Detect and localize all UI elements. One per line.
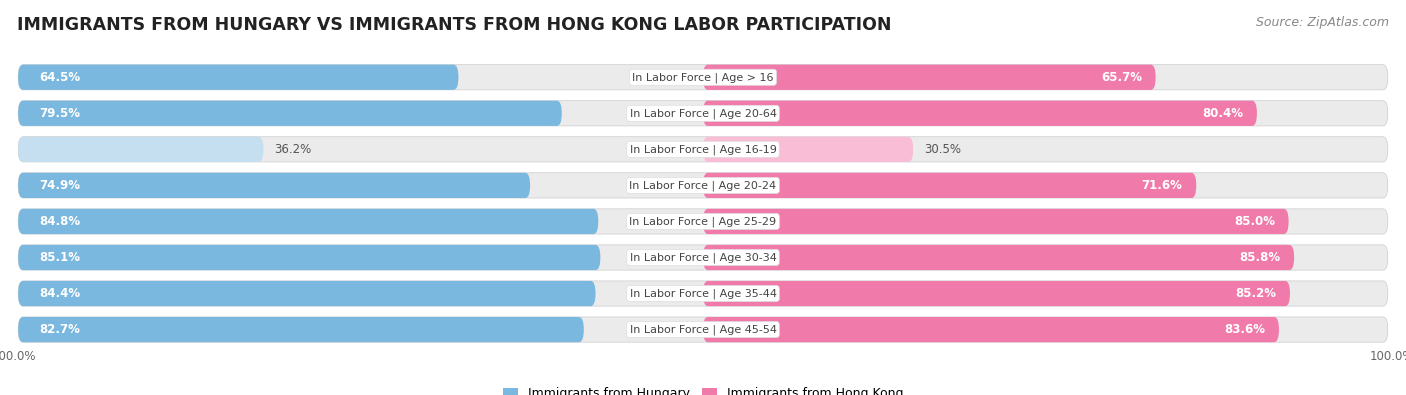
- FancyBboxPatch shape: [18, 173, 1388, 198]
- FancyBboxPatch shape: [703, 137, 912, 162]
- FancyBboxPatch shape: [703, 65, 1156, 90]
- FancyBboxPatch shape: [703, 209, 1289, 234]
- FancyBboxPatch shape: [703, 101, 1257, 126]
- Text: 82.7%: 82.7%: [39, 323, 80, 336]
- FancyBboxPatch shape: [18, 209, 599, 234]
- FancyBboxPatch shape: [18, 173, 530, 198]
- FancyBboxPatch shape: [18, 101, 562, 126]
- Text: IMMIGRANTS FROM HUNGARY VS IMMIGRANTS FROM HONG KONG LABOR PARTICIPATION: IMMIGRANTS FROM HUNGARY VS IMMIGRANTS FR…: [17, 16, 891, 34]
- FancyBboxPatch shape: [18, 137, 263, 162]
- FancyBboxPatch shape: [18, 317, 583, 342]
- Text: 83.6%: 83.6%: [1225, 323, 1265, 336]
- FancyBboxPatch shape: [18, 245, 600, 270]
- Text: Source: ZipAtlas.com: Source: ZipAtlas.com: [1256, 16, 1389, 29]
- Text: 79.5%: 79.5%: [39, 107, 80, 120]
- FancyBboxPatch shape: [18, 245, 1388, 270]
- Text: In Labor Force | Age 45-54: In Labor Force | Age 45-54: [630, 324, 776, 335]
- Text: 30.5%: 30.5%: [924, 143, 962, 156]
- Text: 85.8%: 85.8%: [1239, 251, 1281, 264]
- FancyBboxPatch shape: [703, 281, 1289, 306]
- Text: In Labor Force | Age 25-29: In Labor Force | Age 25-29: [630, 216, 776, 227]
- FancyBboxPatch shape: [703, 317, 1279, 342]
- Text: 85.2%: 85.2%: [1236, 287, 1277, 300]
- FancyBboxPatch shape: [18, 317, 1388, 342]
- FancyBboxPatch shape: [18, 65, 1388, 90]
- FancyBboxPatch shape: [18, 101, 1388, 126]
- Text: In Labor Force | Age 30-34: In Labor Force | Age 30-34: [630, 252, 776, 263]
- Text: 64.5%: 64.5%: [39, 71, 80, 84]
- FancyBboxPatch shape: [18, 65, 458, 90]
- Text: 71.6%: 71.6%: [1142, 179, 1182, 192]
- Text: 85.0%: 85.0%: [1234, 215, 1275, 228]
- FancyBboxPatch shape: [703, 173, 1197, 198]
- FancyBboxPatch shape: [18, 209, 1388, 234]
- FancyBboxPatch shape: [703, 245, 1294, 270]
- Text: In Labor Force | Age 35-44: In Labor Force | Age 35-44: [630, 288, 776, 299]
- Text: 85.1%: 85.1%: [39, 251, 80, 264]
- Text: 84.8%: 84.8%: [39, 215, 80, 228]
- Text: In Labor Force | Age 20-64: In Labor Force | Age 20-64: [630, 108, 776, 118]
- FancyBboxPatch shape: [18, 281, 596, 306]
- Text: In Labor Force | Age 16-19: In Labor Force | Age 16-19: [630, 144, 776, 154]
- Legend: Immigrants from Hungary, Immigrants from Hong Kong: Immigrants from Hungary, Immigrants from…: [498, 382, 908, 395]
- Text: 36.2%: 36.2%: [274, 143, 312, 156]
- Text: 65.7%: 65.7%: [1101, 71, 1142, 84]
- FancyBboxPatch shape: [18, 137, 1388, 162]
- FancyBboxPatch shape: [18, 281, 1388, 306]
- Text: In Labor Force | Age > 16: In Labor Force | Age > 16: [633, 72, 773, 83]
- Text: In Labor Force | Age 20-24: In Labor Force | Age 20-24: [630, 180, 776, 191]
- Text: 80.4%: 80.4%: [1202, 107, 1243, 120]
- Text: 74.9%: 74.9%: [39, 179, 80, 192]
- Text: 84.4%: 84.4%: [39, 287, 80, 300]
